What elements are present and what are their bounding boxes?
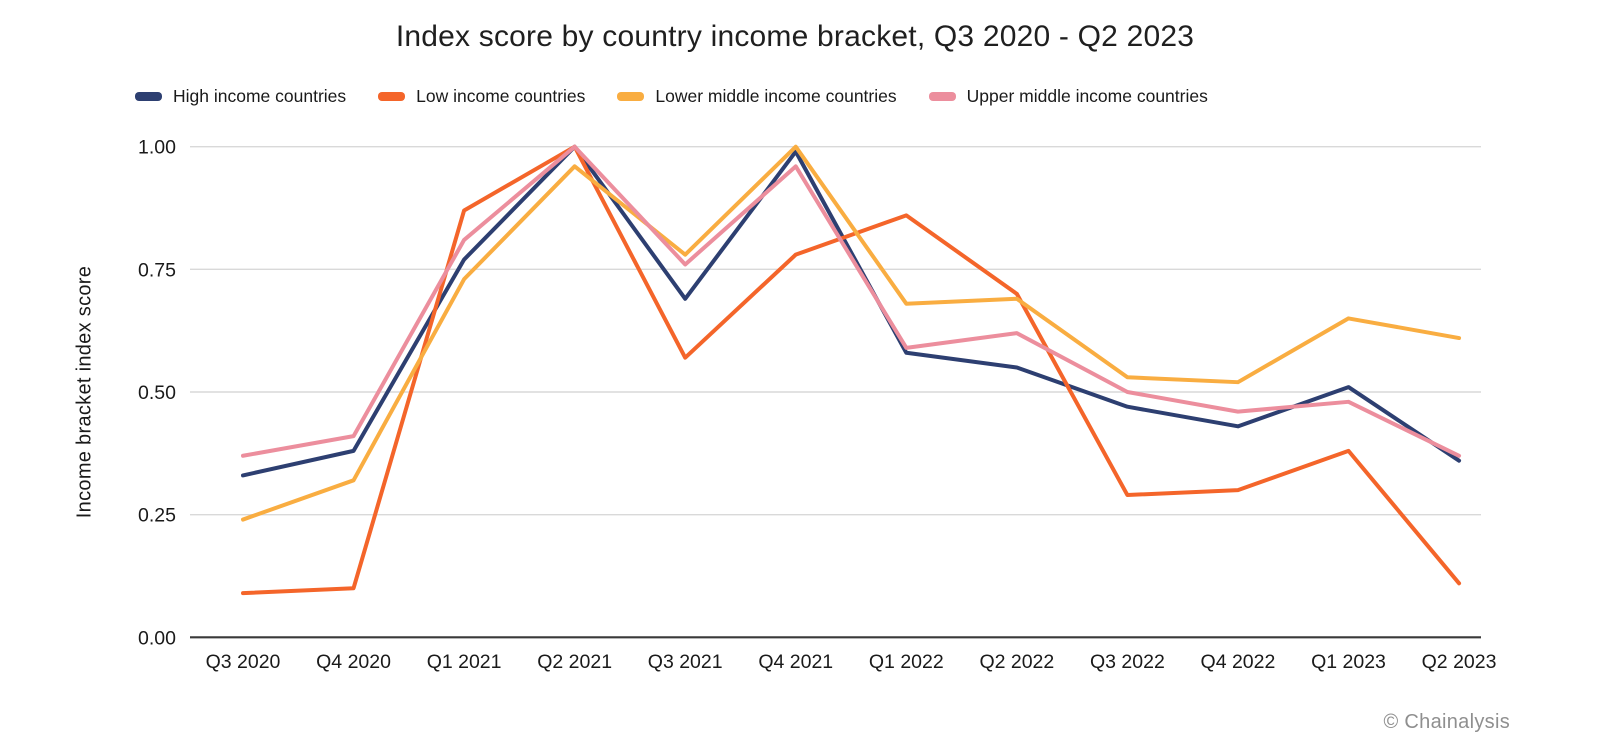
x-tick-label: Q1 2022	[869, 651, 944, 673]
legend-swatch-high-income-icon	[135, 92, 162, 101]
attribution-chainalysis: © Chainalysis	[1383, 711, 1510, 733]
x-tick-label: Q4 2021	[758, 651, 833, 673]
y-tick-label: 1.00	[138, 137, 176, 159]
y-tick-label: 0.75	[138, 259, 176, 281]
legend-label: Upper middle income countries	[966, 86, 1208, 106]
legend: High income countries Low income countri…	[135, 86, 1208, 107]
x-tick-label: Q3 2020	[206, 651, 281, 673]
y-tick-label: 0.25	[138, 505, 176, 527]
x-tick-label: Q3 2021	[648, 651, 723, 673]
series-line-high-income-countries	[241, 144, 1462, 478]
legend-item-low-income: Low income countries	[378, 86, 585, 107]
x-tick-label: Q3 2022	[1090, 651, 1165, 673]
y-tick-label: 0.00	[138, 627, 176, 649]
legend-label: Low income countries	[416, 86, 586, 106]
x-tick-label: Q2 2021	[537, 651, 612, 673]
legend-item-lower-middle-income: Lower middle income countries	[617, 86, 897, 107]
legend-label: High income countries	[173, 86, 347, 106]
chart-title: Index score by country income bracket, Q…	[395, 20, 1195, 53]
legend-swatch-upper-middle-income-icon	[928, 92, 956, 101]
legend-item-upper-middle-income: Upper middle income countries	[928, 86, 1208, 107]
x-tick-label: Q1 2021	[427, 651, 502, 673]
legend-swatch-lower-middle-income-icon	[617, 92, 645, 101]
y-tick-label: 0.50	[138, 382, 176, 404]
legend-swatch-low-income-icon	[378, 92, 406, 101]
x-tick-label: Q4 2020	[316, 651, 391, 673]
x-tick-label: Q1 2023	[1311, 651, 1386, 673]
x-tick-label: Q4 2022	[1201, 651, 1276, 673]
legend-item-high-income: High income countries	[135, 86, 346, 107]
x-tick-label: Q2 2022	[979, 651, 1054, 673]
x-tick-label: Q2 2023	[1422, 651, 1497, 673]
series-line-low-income-countries	[241, 144, 1462, 596]
series-line-upper-middle-income-countries	[241, 144, 1462, 458]
legend-label: Lower middle income countries	[655, 86, 897, 106]
series-line-lower-middle-income-countries	[241, 144, 1462, 522]
